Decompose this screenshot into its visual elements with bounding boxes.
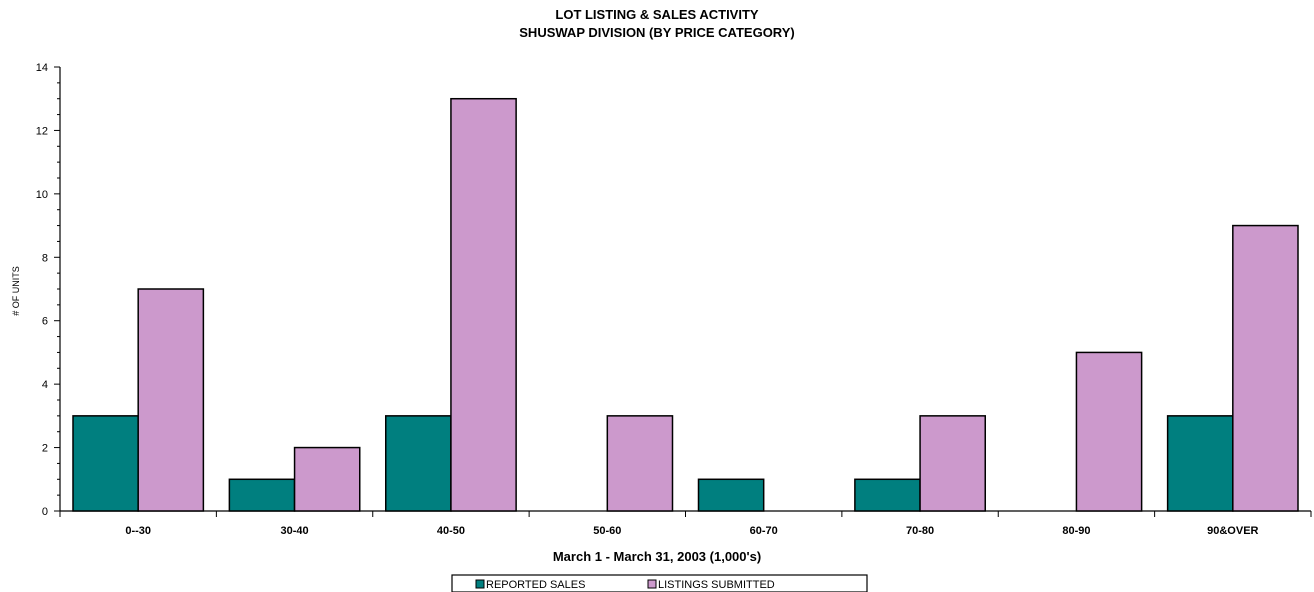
x-tick-label: 40-50 <box>437 525 465 537</box>
legend-label: LISTINGS SUBMITTED <box>658 579 775 591</box>
bar-listings-submitted <box>137 288 205 512</box>
chart-title: LOT LISTING & SALES ACTIVITY <box>555 7 759 22</box>
x-tick-label: 80-90 <box>1062 525 1090 537</box>
y-tick-label: 6 <box>42 316 48 328</box>
legend-label: REPORTED SALES <box>486 579 585 591</box>
bar-listings-submitted <box>606 415 674 512</box>
y-tick-label: 12 <box>36 125 48 137</box>
bar-reported-sales <box>1166 415 1234 512</box>
chart-ticks: 0 2 4 6 8 10 12 14 0--30 30-40 40-50 50-60 60-70 70-8… <box>36 62 1312 537</box>
chart-subtitle: SHUSWAP DIVISION (BY PRICE CATEGORY) <box>519 25 794 40</box>
bar-reported-sales <box>72 415 139 512</box>
x-tick-label: 60-70 <box>750 525 778 537</box>
x-axis-label: March 1 - March 31, 2003 (1,000's) <box>553 549 761 564</box>
x-tick-label: 50-60 <box>593 525 621 537</box>
bar-reported-sales <box>697 478 765 512</box>
bar-listings-submitted <box>450 97 517 512</box>
bar-listings-submitted <box>1232 224 1299 512</box>
y-tick-label: 4 <box>42 379 48 391</box>
bar-reported-sales <box>385 415 452 512</box>
y-axis-label: # OF UNITS <box>11 266 21 316</box>
bar-listings-submitted <box>919 415 986 512</box>
chart-legend: REPORTED SALES LISTINGS SUBMITTED <box>451 574 868 592</box>
bar-reported-sales <box>228 478 296 512</box>
chart-bars <box>72 97 1299 512</box>
bar-listings-submitted <box>1075 351 1143 512</box>
x-tick-label: 70-80 <box>906 525 934 537</box>
y-tick-label: 14 <box>36 62 48 74</box>
x-tick-label: 30-40 <box>280 525 308 537</box>
legend-box <box>451 574 868 592</box>
bar-reported-sales <box>854 478 921 512</box>
y-tick-label: 2 <box>42 443 48 455</box>
legend-swatch <box>475 579 485 589</box>
y-tick-label: 8 <box>42 252 48 264</box>
bar-listings-submitted <box>293 446 361 512</box>
legend-swatch <box>647 579 657 589</box>
x-tick-label: 90&OVER <box>1207 525 1258 537</box>
y-tick-label: 0 <box>42 506 48 518</box>
y-tick-label: 10 <box>36 189 48 201</box>
x-tick-label: 0--30 <box>125 525 151 537</box>
